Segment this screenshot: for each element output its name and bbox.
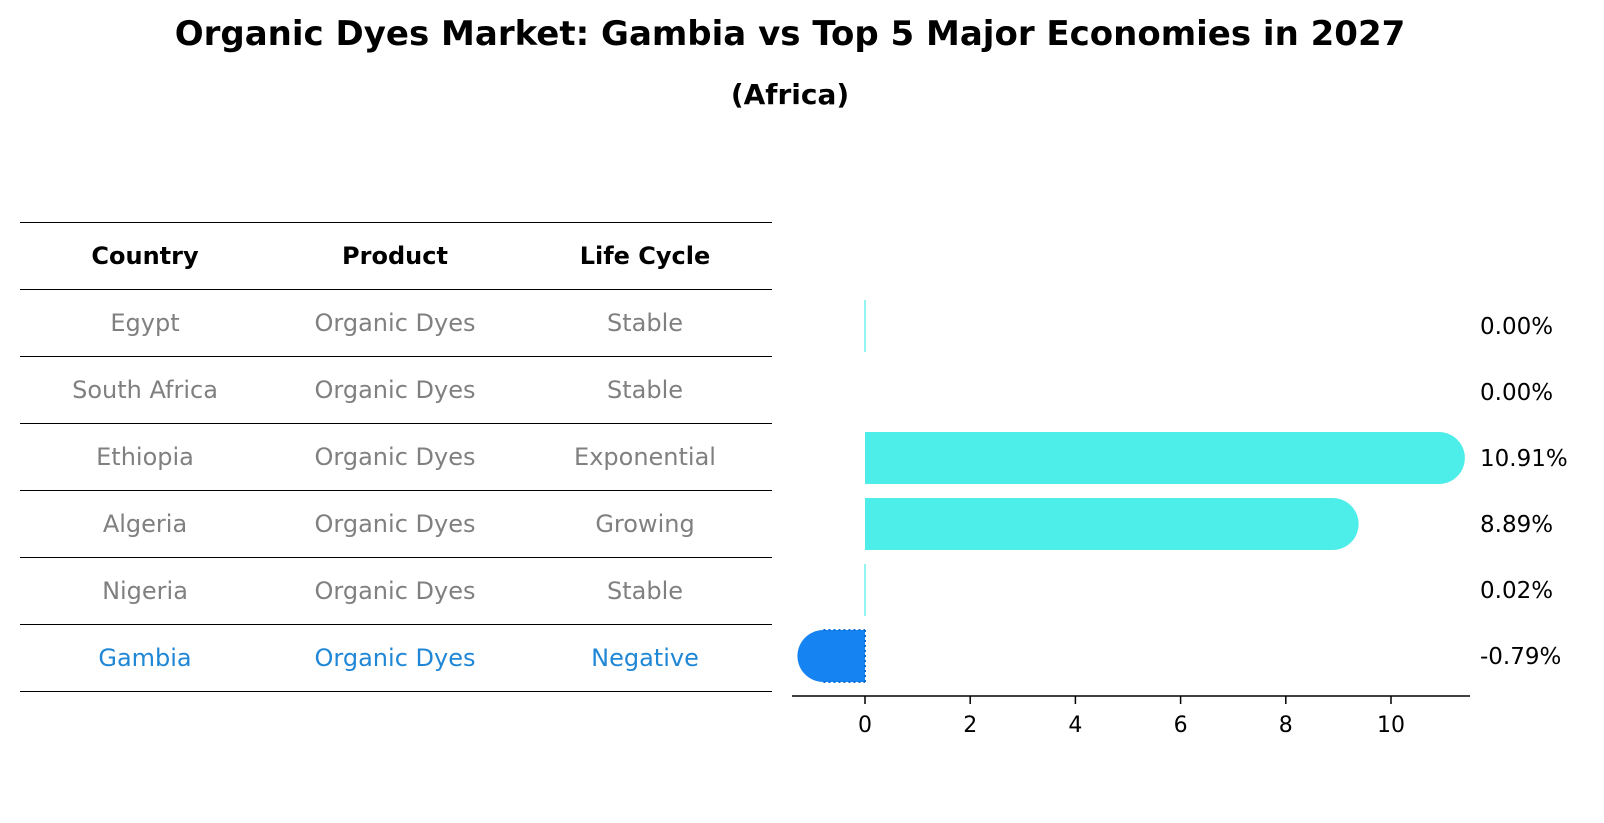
table-row: Nigeria Organic Dyes Stable: [20, 557, 772, 624]
table-row: Ethiopia Organic Dyes Exponential: [20, 423, 772, 490]
table-header-row: Country Product Life Cycle: [20, 222, 772, 289]
cell-life-cycle: Negative: [591, 644, 699, 672]
x-tick-label: 6: [1174, 713, 1188, 738]
value-label: 10.91%: [1480, 446, 1568, 472]
comparison-table: Country Product Life Cycle Egypt Organic…: [20, 222, 772, 692]
x-tick-label: 4: [1068, 713, 1082, 738]
cell-product: Organic Dyes: [314, 644, 476, 672]
cell-product: Organic Dyes: [314, 577, 476, 605]
cell-country: South Africa: [72, 376, 218, 404]
chart-subtitle: (Africa): [730, 78, 850, 111]
x-tick-label: 10: [1377, 713, 1405, 738]
cell-life-cycle: Exponential: [574, 443, 716, 471]
table-row: Egypt Organic Dyes Stable: [20, 289, 772, 356]
x-tick-label: 2: [963, 713, 977, 738]
cell-life-cycle: Stable: [606, 577, 684, 605]
cell-product: Organic Dyes: [314, 309, 476, 337]
cell-life-cycle: Stable: [606, 309, 684, 337]
bar-egypt: [864, 300, 866, 352]
x-tick-label: 0: [858, 713, 872, 738]
bar-ethiopia: [865, 432, 1465, 484]
value-label: 0.00%: [1480, 380, 1553, 406]
value-label: 8.89%: [1480, 512, 1553, 538]
x-tick-label: 8: [1279, 713, 1293, 738]
cell-country: Algeria: [102, 510, 188, 538]
header-life-cycle: Life Cycle: [579, 242, 711, 270]
value-label: 0.00%: [1480, 314, 1553, 340]
bar-algeria: [865, 498, 1359, 550]
cell-country: Gambia: [98, 644, 192, 672]
cell-country: Nigeria: [102, 577, 188, 605]
cell-life-cycle: Stable: [606, 376, 684, 404]
value-label: 0.02%: [1480, 578, 1553, 604]
bar-gambia: [797, 629, 866, 683]
table-row: Algeria Organic Dyes Growing: [20, 490, 772, 557]
cell-product: Organic Dyes: [314, 376, 476, 404]
chart-title: Organic Dyes Market: Gambia vs Top 5 Maj…: [174, 14, 1406, 54]
value-label: -0.79%: [1480, 644, 1561, 670]
cell-product: Organic Dyes: [314, 443, 476, 471]
cell-country: Ethiopia: [96, 443, 194, 471]
table-row-highlighted: Gambia Organic Dyes Negative: [20, 624, 772, 692]
cell-product: Organic Dyes: [314, 510, 476, 538]
cell-country: Egypt: [110, 309, 180, 337]
header-product: Product: [342, 242, 448, 270]
table-row: South Africa Organic Dyes Stable: [20, 356, 772, 423]
header-country: Country: [91, 242, 199, 270]
cell-life-cycle: Growing: [595, 510, 695, 538]
bar-nigeria: [864, 564, 866, 616]
